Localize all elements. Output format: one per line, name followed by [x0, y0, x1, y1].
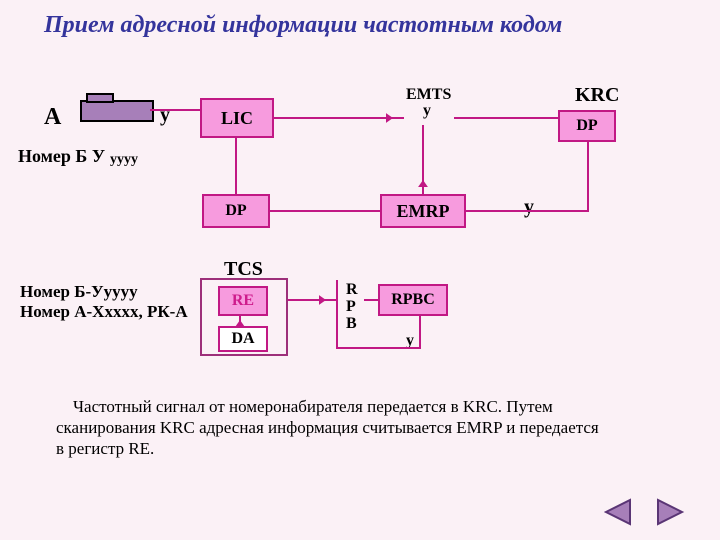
da-label: DA [231, 330, 254, 348]
dp-box-mid: DP [202, 194, 270, 228]
phone-handset [86, 93, 114, 103]
rpbc-label: RPBC [391, 291, 435, 309]
dp2-label: DP [225, 202, 246, 220]
emrp-box: EMRP [380, 194, 466, 228]
da-box: DA [218, 326, 268, 352]
caption-line-2: Номер А-Ххххх, РК-А [20, 302, 188, 322]
nav-prev-button[interactable] [604, 498, 632, 526]
y-rpbc-label: у [406, 332, 414, 350]
a-label: А [44, 104, 61, 131]
re-label: RE [232, 292, 254, 310]
rpb-label: R P B [346, 282, 358, 332]
dp-box-top: DP [558, 110, 616, 142]
nav-next-button[interactable] [656, 498, 684, 526]
lic-label: LIC [221, 108, 253, 129]
nomer-b-label: Номер Б У [18, 146, 105, 167]
caption-line-1: Номер Б-Ууууу [20, 282, 138, 302]
y-phone-label: у [160, 104, 170, 127]
page-title: Прием адресной информации частотным кодо… [44, 12, 562, 39]
canvas-background [0, 0, 720, 540]
emrp-label: EMRP [397, 201, 450, 222]
body-paragraph: Частотный сигнал от номеронабирателя пер… [56, 396, 599, 459]
tcs-label: TCS [224, 258, 263, 281]
nomer-b-suffix: уууу [110, 152, 138, 168]
rpbc-box: RPBC [378, 284, 448, 316]
lic-box: LIC [200, 98, 274, 138]
re-box: RE [218, 286, 268, 316]
y-emrp-label: у [524, 196, 534, 219]
phone-shape [80, 100, 154, 122]
dp1-label: DP [576, 117, 597, 135]
krc-label: KRC [575, 84, 619, 107]
y-emts-label: у [423, 102, 431, 120]
